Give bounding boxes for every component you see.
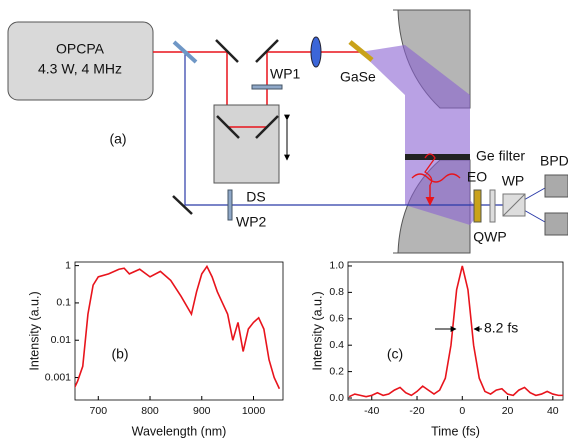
panel-label: (b): [111, 346, 128, 362]
y-tick-label: 0.001: [45, 371, 71, 383]
y-tick-label: 0.1: [56, 297, 71, 309]
mirror: [255, 115, 279, 139]
x-axis-label: Time (fs): [431, 424, 480, 438]
component-label: DS: [246, 189, 265, 205]
thz-beam: [360, 45, 480, 225]
beam-splitter: [172, 40, 198, 64]
y-tick-label: 1.0: [329, 260, 344, 272]
plot-frame: [74, 261, 284, 401]
component-label: GaSe: [340, 69, 376, 85]
mirror: [215, 39, 239, 63]
panel-label: (c): [387, 346, 403, 362]
detector: [544, 212, 568, 236]
setup-diagram: OPCPA 4.3 W, 4 MHz (a) WP1 GaSe Ge filte…: [7, 9, 568, 254]
component-label: BPD: [540, 153, 568, 169]
y-tick-label: 0.0: [329, 392, 344, 404]
y-axis-label: Intensity (a.u.): [310, 291, 324, 370]
chart: 700 800 900 1000 1 0.1 0.01 0.001 Wavelength (nm…: [27, 259, 284, 438]
y-axis-label: Intensity (a.u.): [27, 291, 41, 370]
component-label: WP: [502, 173, 525, 189]
ge-filter: [405, 154, 470, 160]
data-line: [348, 265, 563, 398]
component-label: QWP: [473, 229, 506, 245]
x-tick-label: 900: [193, 405, 211, 417]
source-name: OPCPA: [56, 41, 105, 57]
source-specs: 4.3 W, 4 MHz: [38, 61, 122, 77]
x-tick-label: -40: [364, 405, 379, 417]
opcpa-box: [7, 21, 154, 101]
x-tick-label: 700: [90, 405, 108, 417]
data-line: [75, 264, 281, 390]
x-tick-label: -20: [409, 405, 424, 417]
component-label: Ge filter: [476, 148, 525, 164]
component-label: EO: [467, 169, 487, 185]
detector: [544, 174, 568, 198]
x-tick-label: 1000: [242, 405, 266, 417]
crystal: [348, 40, 374, 62]
y-tick-label: 0.4: [329, 339, 344, 351]
x-tick-label: 0: [459, 405, 465, 417]
mirror: [216, 115, 240, 139]
waveplate: [227, 189, 233, 221]
chart: -40 -20 0 20 40 0.0 0.2 0.4 0.6 0.8 1.0 Time (fs) In…: [310, 260, 564, 438]
x-tick-label: 20: [502, 405, 514, 417]
component-label: WP1: [270, 66, 301, 82]
annotation: 8.2 fs: [484, 320, 518, 336]
y-tick-label: 0.01: [51, 334, 72, 346]
x-tick-label: 800: [141, 405, 159, 417]
mirror: [172, 195, 193, 215]
y-tick-label: 1: [65, 259, 71, 271]
qwp: [489, 189, 496, 223]
plot-frame: [347, 261, 564, 401]
y-tick-label: 0.8: [329, 286, 344, 298]
delay-stage: [213, 104, 280, 184]
component-label: WP2: [236, 214, 267, 230]
waveplate: [251, 84, 283, 90]
panel-label: (a): [109, 131, 126, 147]
probe-beam: [184, 52, 515, 206]
y-tick-label: 0.2: [329, 365, 344, 377]
lens: [310, 36, 322, 68]
x-tick-label: 40: [547, 405, 559, 417]
wollaston: [502, 193, 526, 217]
mirror: [255, 39, 279, 63]
y-tick-label: 0.6: [329, 313, 344, 325]
eo-crystal: [473, 189, 482, 223]
thz-pulse: [411, 153, 461, 186]
x-axis-label: Wavelength (nm): [132, 424, 227, 438]
